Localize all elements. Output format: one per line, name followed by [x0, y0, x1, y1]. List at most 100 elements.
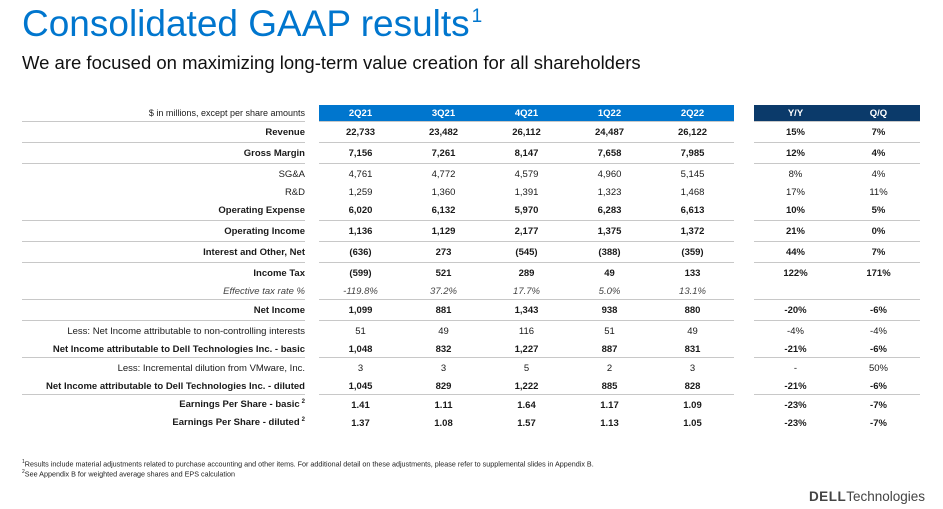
cell-value: 6,132 [431, 204, 456, 216]
cell-value: 51 [319, 320, 402, 341]
cell-value: 289 [485, 262, 568, 283]
row-label: Net Income [22, 299, 305, 321]
cell-value: 116 [485, 320, 568, 341]
slide-title-text: Consolidated GAAP results [22, 3, 470, 44]
cell-value: 880 [651, 299, 734, 321]
cell-value: 1,222 [514, 380, 539, 392]
cell-value: 5 [485, 357, 568, 378]
cell-value: 1,259 [348, 186, 373, 198]
cell-value: 1,391 [514, 186, 539, 198]
row-label: Revenue [22, 121, 305, 143]
cell-value: 1.64 [485, 394, 568, 415]
cell-value: 3 [402, 357, 485, 378]
cell-value: 4,579 [485, 163, 568, 184]
row-label: Gross Margin [22, 142, 305, 164]
cell-qq-change: -6% [870, 343, 887, 355]
cell-value: 831 [684, 343, 701, 355]
table-row: Earnings Per Share - basic 2 1.41 1.11 1.64 1… [22, 394, 920, 415]
table-row: SG&A 4,761 4,772 4,579 4,960 5,145 8% 4% [22, 163, 920, 184]
row-label: Operating Income [22, 220, 305, 242]
cell-value: 828 [684, 380, 701, 392]
cell-yy-change: 21% [754, 220, 837, 242]
cell-value: 3 [651, 357, 734, 378]
cell-value: 8,147 [485, 142, 568, 164]
dell-technologies-logo: DELLTechnologies [809, 489, 925, 504]
cell-value: 1.13 [600, 417, 619, 429]
cell-value: 5,970 [514, 204, 539, 216]
cell-value: 7,985 [651, 142, 734, 164]
slide-subtitle: We are focused on maximizing long-term v… [22, 52, 641, 73]
cell-value: 1,343 [485, 299, 568, 321]
cell-value: 1,045 [348, 380, 373, 392]
column-header-quarter: 3Q21 [402, 105, 485, 122]
cell-value: 49 [568, 262, 651, 283]
cell-qq-change: 4% [837, 142, 920, 164]
cell-qq-change: 7% [837, 121, 920, 143]
cell-qq-change: -7% [837, 394, 920, 415]
table-row: Income Tax (599) 521 289 49 133 122% 171% [22, 262, 920, 283]
cell-value: 881 [402, 299, 485, 321]
table-row: Interest and Other, Net (636) 273 (545) (388… [22, 241, 920, 263]
row-label: Less: Net Income attributable to non-con… [22, 320, 305, 341]
cell-value: 1,227 [514, 343, 539, 355]
cell-value: 2 [568, 357, 651, 378]
cell-value: 521 [402, 262, 485, 283]
cell-value: 1.41 [319, 394, 402, 415]
cell-value: 4,761 [319, 163, 402, 184]
table-row: Net Income attributable to Dell Technolo… [22, 378, 920, 395]
financial-results-table: $ in millions, except per share amounts … [22, 105, 920, 431]
cell-value: 5.0% [598, 285, 621, 297]
table-row: Less: Net Income attributable to non-con… [22, 320, 920, 341]
column-header-quarter: 4Q21 [485, 105, 568, 122]
cell-value: 1,048 [348, 343, 373, 355]
cell-yy-change: 44% [754, 241, 837, 263]
cell-value: (545) [485, 241, 568, 263]
row-label: SG&A [22, 163, 305, 184]
column-header-quarter: 2Q21 [319, 105, 402, 122]
table-row: Operating Income 1,136 1,129 2,177 1,375 1,37… [22, 220, 920, 242]
units-note: $ in millions, except per share amounts [148, 108, 305, 118]
cell-yy-change: -21% [784, 343, 807, 355]
cell-qq-change: 5% [871, 204, 886, 216]
cell-qq-change: 7% [837, 241, 920, 263]
cell-value: 6,613 [680, 204, 705, 216]
table-row: Less: Incremental dilution from VMware, … [22, 357, 920, 378]
table-row: Earnings Per Share - diluted 2 1.37 1.08 1.5… [22, 415, 920, 431]
cell-yy-change: 12% [754, 142, 837, 164]
cell-value: 1,129 [402, 220, 485, 242]
table-row: Effective tax rate % -119.8% 37.2% 17.7% 5.0… [22, 283, 920, 300]
cell-value: 23,482 [402, 121, 485, 143]
row-label: Net Income attributable to Dell Technolo… [52, 343, 305, 355]
cell-value: 1.17 [568, 394, 651, 415]
cell-value: 17.7% [513, 285, 540, 297]
cell-yy-change: -21% [784, 380, 807, 392]
cell-yy-change: 17% [785, 186, 805, 198]
cell-yy-change: -23% [784, 417, 807, 429]
slide-title: Consolidated GAAP results 1 [22, 3, 482, 45]
cell-value: 832 [435, 343, 452, 355]
cell-value: 273 [402, 241, 485, 263]
footnote-1: 1Results include material adjustments re… [22, 459, 594, 469]
row-label: Earnings Per Share - diluted 2 [172, 417, 305, 429]
cell-value: 13.1% [679, 285, 706, 297]
footnote-mark: 2 [301, 399, 305, 406]
cell-yy-change: 8% [754, 163, 837, 184]
row-label: R&D [284, 186, 305, 198]
cell-value: 49 [402, 320, 485, 341]
cell-value: (388) [568, 241, 651, 263]
row-label: Effective tax rate % [223, 285, 305, 297]
cell-value: 938 [568, 299, 651, 321]
cell-yy-change: -23% [754, 394, 837, 415]
column-header-quarter: 1Q22 [568, 105, 651, 122]
table-header-row: $ in millions, except per share amounts … [22, 105, 920, 122]
cell-value: 6,283 [597, 204, 622, 216]
cell-value: 4,960 [568, 163, 651, 184]
cell-qq-change: 11% [869, 186, 888, 198]
cell-yy-change: 15% [754, 121, 837, 143]
cell-value: 887 [601, 343, 618, 355]
cell-value: 885 [601, 380, 618, 392]
cell-value: 2,177 [485, 220, 568, 242]
cell-value: 26,122 [651, 121, 734, 143]
cell-value: 1.09 [651, 394, 734, 415]
cell-value: (636) [319, 241, 402, 263]
